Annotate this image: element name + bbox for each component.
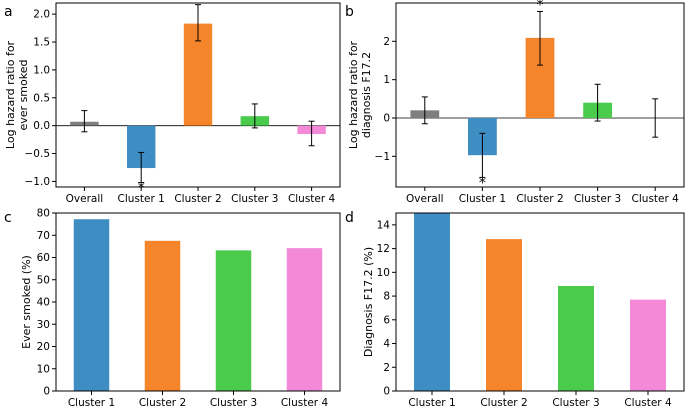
bar: [286, 248, 323, 391]
axes-frame: [395, 212, 685, 392]
x-tick-label: Cluster 3: [574, 193, 621, 205]
x-tick-label: Cluster 1: [118, 193, 165, 205]
y-axis-label: Ever smoked (%): [20, 255, 33, 349]
panel-d-chart: Cluster 1 Cluster 2 Cluster 3 Cluster 4 0 2 4 6…: [362, 212, 685, 409]
x-tick-label: Cluster 4: [288, 193, 336, 205]
y-tick-label: −1.0: [25, 176, 51, 188]
x-tick-label: Cluster 4: [624, 397, 672, 409]
y-tick-label: 80: [37, 208, 50, 220]
y-tick-label: 0.0: [33, 120, 50, 132]
bar: [414, 213, 450, 391]
x-tick-label: Cluster 1: [459, 193, 506, 205]
axes-frame: [55, 2, 341, 188]
x-tick-label: Cluster 3: [210, 397, 257, 409]
y-tick-label: −0.5: [25, 148, 51, 160]
panel-label-c: c: [4, 210, 12, 226]
y-tick-label: 0: [383, 386, 390, 398]
y-tick-label: 1.0: [33, 64, 50, 76]
y-axis-label-line: Log hazard ratio for: [4, 40, 17, 149]
bar: [630, 299, 666, 391]
bar: [73, 219, 110, 391]
y-tick-label: 60: [37, 252, 50, 264]
y-tick-label: 1: [383, 74, 390, 86]
axes-frame: [55, 212, 341, 392]
x-tick-label: Overall: [406, 193, 444, 205]
y-tick-label: 0: [383, 113, 390, 125]
y-tick-label: 12: [377, 243, 390, 255]
x-tick-label: Cluster 2: [516, 193, 563, 205]
significance-marker: *: [537, 0, 544, 13]
bar: [486, 239, 522, 391]
panel-c-chart: Cluster 1 Cluster 2 Cluster 3 Cluster 4 0 10 2…: [20, 208, 341, 409]
y-tick-label: 20: [37, 341, 50, 353]
y-tick-label: 40: [37, 297, 50, 309]
y-axis-label: Log hazard ratio fordiagnosis F17.2: [347, 40, 373, 149]
y-tick-label: 70: [37, 230, 50, 242]
bar: [215, 250, 252, 391]
panel-label-d: d: [345, 210, 354, 226]
axes-frame: [395, 2, 685, 188]
x-tick-label: Cluster 3: [231, 193, 278, 205]
y-tick-label: 0: [43, 386, 50, 398]
y-axis-label-line: Log hazard ratio for: [347, 40, 360, 149]
bar: [144, 240, 181, 391]
panel-label-a: a: [4, 4, 13, 20]
y-axis-label-line: diagnosis F17.2: [360, 52, 373, 138]
y-tick-label: 10: [37, 363, 50, 375]
y-axis-label-line: ever smoked: [17, 60, 30, 131]
y-axis-label: Log hazard ratio forever smoked: [4, 40, 30, 149]
x-tick-label: Cluster 1: [68, 397, 115, 409]
y-tick-label: 14: [377, 219, 391, 231]
panel-b-chart: Overall * Cluster 1 * Cluster 2 Cluster 3 Clus…: [347, 0, 685, 205]
x-tick-label: Cluster 4: [281, 397, 329, 409]
y-tick-label: 8: [383, 291, 390, 303]
x-tick-label: Cluster 4: [632, 193, 680, 205]
bar: [558, 285, 594, 391]
panel-label-b: b: [345, 4, 354, 20]
y-tick-label: 1.5: [33, 37, 50, 49]
significance-marker: *: [479, 175, 486, 191]
x-tick-label: Cluster 3: [552, 397, 599, 409]
x-tick-label: Cluster 2: [480, 397, 527, 409]
x-tick-label: Cluster 1: [408, 397, 455, 409]
y-tick-label: −1: [375, 151, 390, 163]
y-axis-label: Diagnosis F17.2 (%): [362, 247, 375, 357]
y-tick-label: 2.0: [33, 9, 50, 21]
y-tick-label: 6: [383, 314, 390, 326]
y-tick-label: 30: [37, 319, 50, 331]
y-tick-label: 50: [37, 274, 50, 286]
y-tick-label: 2: [383, 362, 390, 374]
y-tick-label: 0.5: [33, 92, 50, 104]
y-tick-label: 4: [383, 338, 390, 350]
x-tick-label: Cluster 2: [139, 397, 186, 409]
x-tick-label: Cluster 2: [174, 193, 221, 205]
x-tick-label: Overall: [66, 193, 104, 205]
y-tick-label: 10: [377, 267, 390, 279]
y-tick-label: 2: [383, 36, 390, 48]
